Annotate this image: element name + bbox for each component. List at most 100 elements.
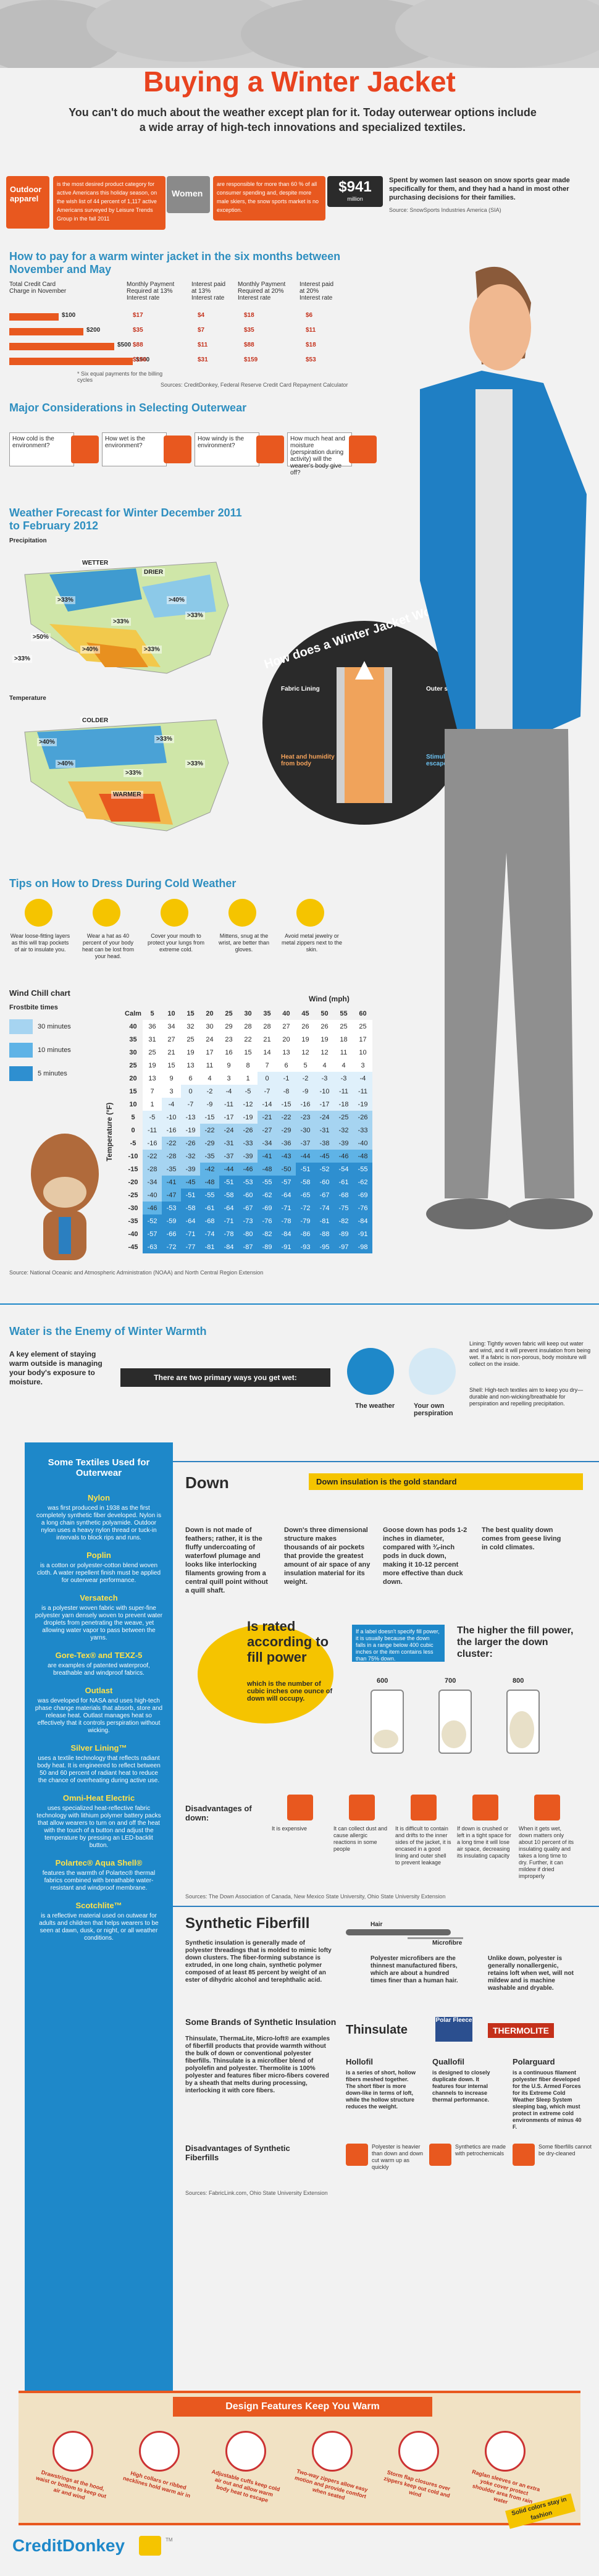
quallofil-title: Quallofil xyxy=(432,2057,464,2066)
precip-tag: >33% xyxy=(142,646,162,654)
tip-icon xyxy=(296,899,324,927)
precip-tag: >40% xyxy=(80,646,100,654)
water-ways-icons xyxy=(347,1348,456,1395)
wind-chill-cell: -95 xyxy=(315,1240,334,1253)
wind-chill-cell: 29 xyxy=(219,1020,238,1033)
consideration-arrow-icon xyxy=(349,436,377,463)
wind-chill-cell: -46 xyxy=(238,1163,258,1176)
footer-brand[interactable]: CreditDonkey xyxy=(12,2536,125,2555)
payment-col2: Monthly Payment Required at 13% Interest… xyxy=(127,281,175,301)
temp-row-label: 25 xyxy=(129,1061,137,1069)
cylinder-label: 700 xyxy=(445,1677,456,1685)
wind-chill-cell: -53 xyxy=(238,1176,258,1189)
wind-chill-cell: 34 xyxy=(162,1020,181,1033)
polarguard-title: Polarguard xyxy=(513,2057,555,2066)
precip-tag: >33% xyxy=(111,618,131,626)
wind-chill-cell: -67 xyxy=(315,1189,334,1202)
wind-chill-cell: -16 xyxy=(143,1137,162,1150)
tip-icon xyxy=(93,899,120,927)
wind-chill-cell: -72 xyxy=(162,1240,181,1253)
heat-label: Heat and humidity from body xyxy=(281,754,335,767)
wind-chill-cell: -11 xyxy=(353,1085,372,1098)
wind-header-cell: 15 xyxy=(186,1009,195,1017)
payment-col1: Total Credit Card Charge in November xyxy=(9,281,67,295)
legend-5: 5 minutes xyxy=(38,1070,67,1077)
wind-chill-cell: 13 xyxy=(181,1059,200,1072)
considerations-title: Major Considerations in Selecting Outerw… xyxy=(9,402,247,414)
wind-chill-cell: -84 xyxy=(353,1214,372,1227)
wind-chill-cell: 15 xyxy=(238,1046,258,1059)
temp-tag: >40% xyxy=(56,760,75,768)
way-perspiration: Your own perspiration xyxy=(414,1402,453,1417)
design-feature-icon xyxy=(52,2431,93,2472)
wind-chill-cell: 16 xyxy=(219,1046,238,1059)
precip-tag: >33% xyxy=(185,612,205,620)
wind-chill-cell: -28 xyxy=(143,1163,162,1176)
wind-chill-cell: 31 xyxy=(143,1033,162,1046)
payment-bar xyxy=(9,313,59,321)
wind-header-cell: 30 xyxy=(244,1009,252,1017)
tip-text: Cover your mouth to protect your lungs f… xyxy=(147,933,205,953)
legend-30: 30 minutes xyxy=(38,1023,71,1030)
wind-chill-cell: -61 xyxy=(334,1176,353,1189)
wind-chill-cell: -19 xyxy=(353,1098,372,1111)
wind-header-cell: 25 xyxy=(225,1009,233,1017)
wind-chill-cell: -89 xyxy=(258,1240,277,1253)
payment-i20: $18 xyxy=(306,342,316,348)
wind-chill-cell: -47 xyxy=(162,1189,181,1202)
synthetic-title: Synthetic Fiberfill xyxy=(185,1915,310,1932)
tip-icon xyxy=(25,899,52,927)
temp-row-label: 40 xyxy=(129,1022,137,1030)
wind-chill-cell: 4 xyxy=(200,1072,219,1085)
payment-bar xyxy=(9,358,133,365)
wind-chill-cell: -41 xyxy=(162,1176,181,1189)
textile-desc: uses a textile technology that reflects … xyxy=(37,1755,161,1784)
disadvantage-icon xyxy=(472,1795,498,1820)
wind-chill-cell: 18 xyxy=(334,1033,353,1046)
wind-chill-cell: 20 xyxy=(277,1033,296,1046)
wind-chill-cell: 9 xyxy=(219,1059,238,1072)
section-divider xyxy=(0,1303,599,1305)
spent-unit: million xyxy=(347,196,363,202)
wind-chill-cell: -5 xyxy=(238,1085,258,1098)
payment-col4: Monthly Payment Required at 20% Interest… xyxy=(238,281,286,301)
fill-power-example: If a label doesn't specify fill power, i… xyxy=(352,1625,445,1662)
wind-chill-cell: -32 xyxy=(181,1150,200,1163)
wind-header-cell: 55 xyxy=(340,1009,348,1017)
wind-chill-cell: 36 xyxy=(143,1020,162,1033)
wind-chill-cell: 0 xyxy=(181,1085,200,1098)
down-source: Sources: The Down Association of Canada,… xyxy=(185,1893,446,1900)
hair-vs-microfiber-icon xyxy=(346,1929,463,1939)
wind-chill-cell: -18 xyxy=(334,1098,353,1111)
disadvantage-icon xyxy=(287,1795,313,1820)
wind-chill-cell: -51 xyxy=(296,1163,315,1176)
disadvantage-icon xyxy=(534,1795,560,1820)
wind-chill-cell: -55 xyxy=(353,1163,372,1176)
design-title: Design Features Keep You Warm xyxy=(173,2397,432,2417)
wind-chill-cell: -84 xyxy=(219,1240,238,1253)
wind-chill-cell: -22 xyxy=(143,1150,162,1163)
spent-source: Source: SnowSports Industries America (S… xyxy=(389,207,501,213)
wind-chill-cell: -33 xyxy=(238,1137,258,1150)
wind-chill-cell: 11 xyxy=(334,1046,353,1059)
wind-chill-cell: -81 xyxy=(315,1214,334,1227)
synthetic-disadv-item: Synthetics are made with petrochemicals xyxy=(455,2144,506,2157)
wind-chill-cell: 7 xyxy=(258,1059,277,1072)
wind-chill-cell: -91 xyxy=(353,1227,372,1240)
brands-text: Thinsulate, ThermaLite, Micro-loft® are … xyxy=(185,2035,330,2094)
wind-chill-cell: -9 xyxy=(200,1098,219,1111)
wind-chill-cell: -68 xyxy=(334,1189,353,1202)
wind-chill-cell: -43 xyxy=(277,1150,296,1163)
payment-p13: $35 xyxy=(133,327,143,334)
wind-chill-cell: 21 xyxy=(162,1046,181,1059)
textile-name: Nylon xyxy=(87,1493,111,1502)
wind-chill-cell: 19 xyxy=(181,1046,200,1059)
wind-chill-cell: -37 xyxy=(219,1150,238,1163)
wind-chill-cell: -66 xyxy=(162,1227,181,1240)
wind-chill-cell: 21 xyxy=(258,1033,277,1046)
wind-chill-cell: 27 xyxy=(162,1033,181,1046)
hair-label: Hair xyxy=(371,1921,383,1928)
wind-chill-cell: -5 xyxy=(143,1111,162,1124)
wind-chill-cell: -35 xyxy=(200,1150,219,1163)
temp-row-label: 5 xyxy=(131,1113,135,1121)
